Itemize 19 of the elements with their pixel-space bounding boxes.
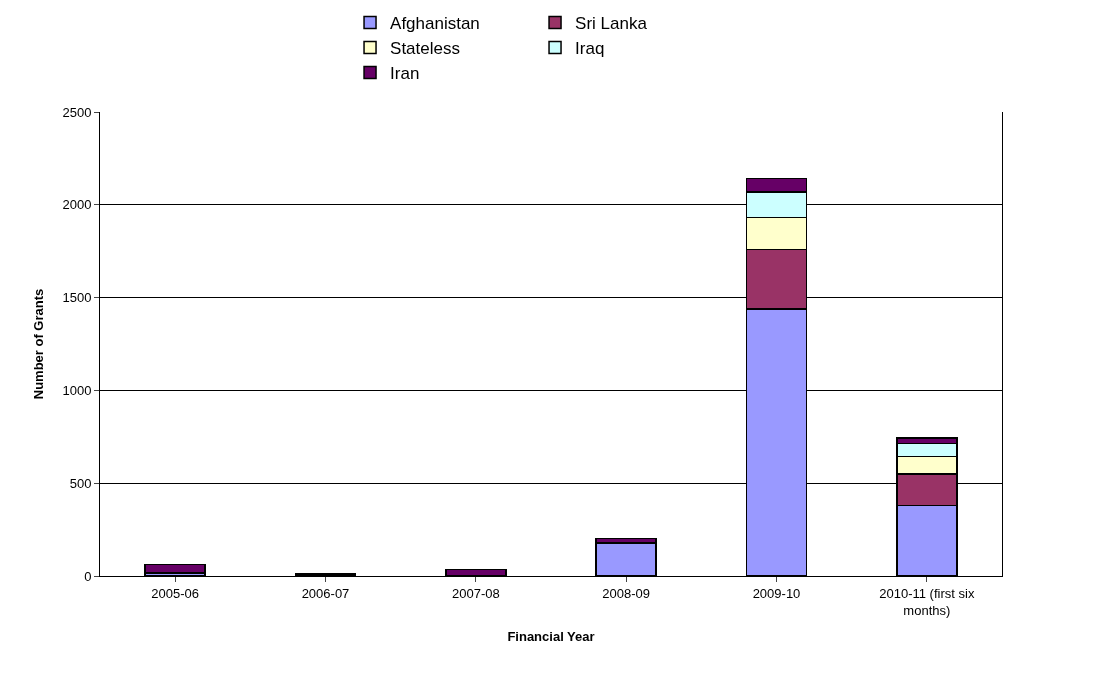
y-tick-label: 0: [84, 568, 92, 584]
y-axis-title: Number of Grants: [31, 288, 47, 400]
y-tick-label: 1000: [62, 382, 92, 398]
x-tick-label: 2007-08: [451, 585, 500, 601]
legend-label: Stateless: [390, 39, 460, 59]
y-tick-label: 1500: [62, 290, 92, 306]
legend-label: Iraq: [575, 39, 605, 59]
legend-label: Afghanistan: [390, 14, 480, 34]
y-tick-label: 500: [69, 475, 92, 491]
legend-label: Iran: [390, 64, 420, 84]
x-axis-title: Financial Year: [507, 629, 595, 645]
y-tick-label: 2000: [62, 197, 92, 213]
x-tick-label: 2009-10: [752, 585, 801, 601]
legend-label: Sri Lanka: [575, 14, 648, 34]
x-tick-label: 2010-11 (first six months): [879, 585, 975, 618]
x-tick-label: 2008-09: [602, 585, 651, 601]
x-tick-label: 2005-06: [151, 585, 200, 601]
x-tick-label: 2006-07: [301, 585, 350, 601]
y-tick-label: 2500: [62, 104, 92, 120]
